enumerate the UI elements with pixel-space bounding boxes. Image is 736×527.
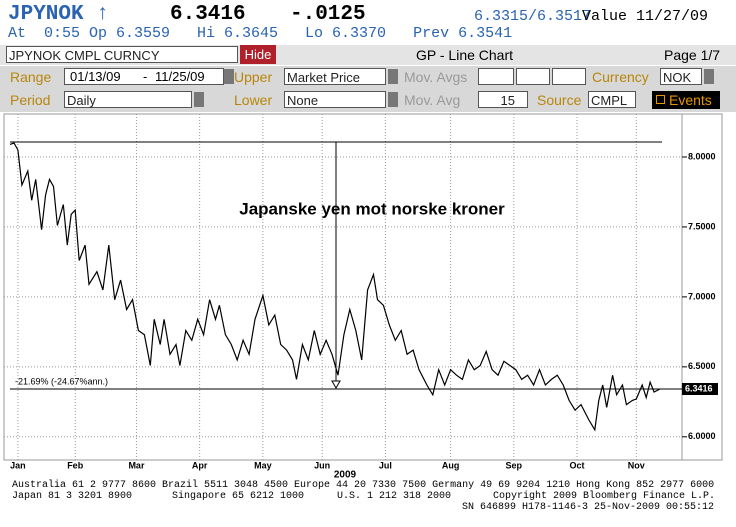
- quote-line: At 0:55 Op 6.3559 Hi 6.3645 Lo 6.3370 Pr…: [8, 25, 513, 42]
- x-tick-label: Jan: [10, 460, 26, 470]
- x-tick-label: May: [254, 460, 272, 470]
- currency-input[interactable]: NOK: [660, 68, 702, 85]
- mov-avg-input[interactable]: [552, 68, 586, 85]
- dropdown[interactable]: [224, 69, 234, 84]
- x-tick-label: Jul: [379, 460, 392, 470]
- x-tick-label: Jun: [314, 460, 330, 470]
- dropdown[interactable]: [194, 92, 204, 107]
- y-tick-label: 7.0000: [688, 291, 716, 301]
- chart-title: Japanske yen mot norske kroner: [239, 199, 505, 218]
- period-input[interactable]: Daily: [64, 91, 192, 108]
- upper-input[interactable]: Market Price: [284, 68, 386, 85]
- y-tick-label: 8.0000: [688, 151, 716, 161]
- security-input[interactable]: JPYNOK CMPL CURNCY: [6, 46, 238, 63]
- upper-label: Upper: [234, 69, 273, 85]
- source-input[interactable]: CMPL: [588, 91, 636, 108]
- footer-line: Copyright 2009 Bloomberg Finance L.P.: [493, 491, 716, 502]
- events-button[interactable]: [652, 91, 720, 109]
- last-value-label: 6.3416: [685, 383, 713, 393]
- footer-line: Australia 61 2 9777 8600 Brazil 5511 304…: [12, 480, 715, 491]
- range-separator: -: [143, 69, 148, 84]
- dropdown[interactable]: [388, 69, 398, 84]
- x-tick-label: Sep: [506, 460, 523, 470]
- range-label: Range: [10, 69, 52, 85]
- y-tick-label: 7.5000: [688, 221, 716, 231]
- y-tick-label: 6.5000: [688, 361, 716, 371]
- mov-avg-input[interactable]: 15: [478, 91, 528, 108]
- function-name: GP - Line Chart: [416, 47, 514, 63]
- x-tick-label: Aug: [442, 460, 460, 470]
- plot-frame: [3, 113, 683, 461]
- value-date: Value 11/27/09: [582, 8, 709, 25]
- x-tick-label: Apr: [192, 460, 208, 470]
- x-tick-label: Oct: [570, 460, 585, 470]
- footer-line: SN 646899 H178-1146-3 25-Nov-2009 00:55:…: [462, 502, 715, 513]
- x-axis-label: 2009: [334, 470, 357, 481]
- mov-avg-label: Mov. Avg: [404, 92, 461, 108]
- y-tick-label: 6.0000: [688, 431, 716, 441]
- range-start: 01/13/09: [70, 69, 121, 84]
- mov-avg-input[interactable]: [478, 68, 514, 85]
- dropdown[interactable]: [704, 69, 714, 84]
- x-tick-label: Mar: [128, 460, 145, 470]
- reference-label: -21.69% (-24.67%ann.): [15, 376, 108, 386]
- price-line: [9, 142, 661, 432]
- last-value-tag: [682, 383, 718, 396]
- currency-label: Currency: [592, 69, 649, 85]
- footer-line: Japan 81 3 3201 8900: [12, 491, 133, 502]
- source-label: Source: [537, 92, 582, 108]
- lower-input[interactable]: None: [284, 91, 386, 108]
- change: -.0125: [290, 3, 366, 26]
- mov-avgs-label: Mov. Avgs: [404, 69, 468, 85]
- ticker: JPYNOK ↑: [8, 3, 109, 26]
- page-number: Page 1/7: [664, 47, 721, 63]
- footer-line: U.S. 1 212 318 2000: [337, 491, 452, 502]
- axis-panel: [681, 113, 723, 461]
- events-label: Events: [669, 92, 712, 108]
- range-end: 11/25/09: [155, 69, 205, 84]
- marker-arrow: [331, 380, 341, 390]
- footer-line: Singapore 65 6212 1000: [172, 491, 305, 502]
- range-input[interactable]: [64, 68, 224, 85]
- hide-button[interactable]: Hide: [240, 45, 276, 64]
- bid-ask: 6.3315/6.3517: [474, 8, 592, 25]
- last-price: 6.3416: [170, 3, 246, 26]
- lower-label: Lower: [234, 92, 273, 108]
- x-tick-label: Nov: [628, 460, 645, 470]
- quote-header: [0, 0, 736, 44]
- mov-avg-input[interactable]: [516, 68, 550, 85]
- x-tick-label: Feb: [67, 460, 84, 470]
- dropdown[interactable]: [388, 92, 398, 107]
- period-label: Period: [10, 92, 51, 108]
- checkbox[interactable]: [656, 95, 665, 104]
